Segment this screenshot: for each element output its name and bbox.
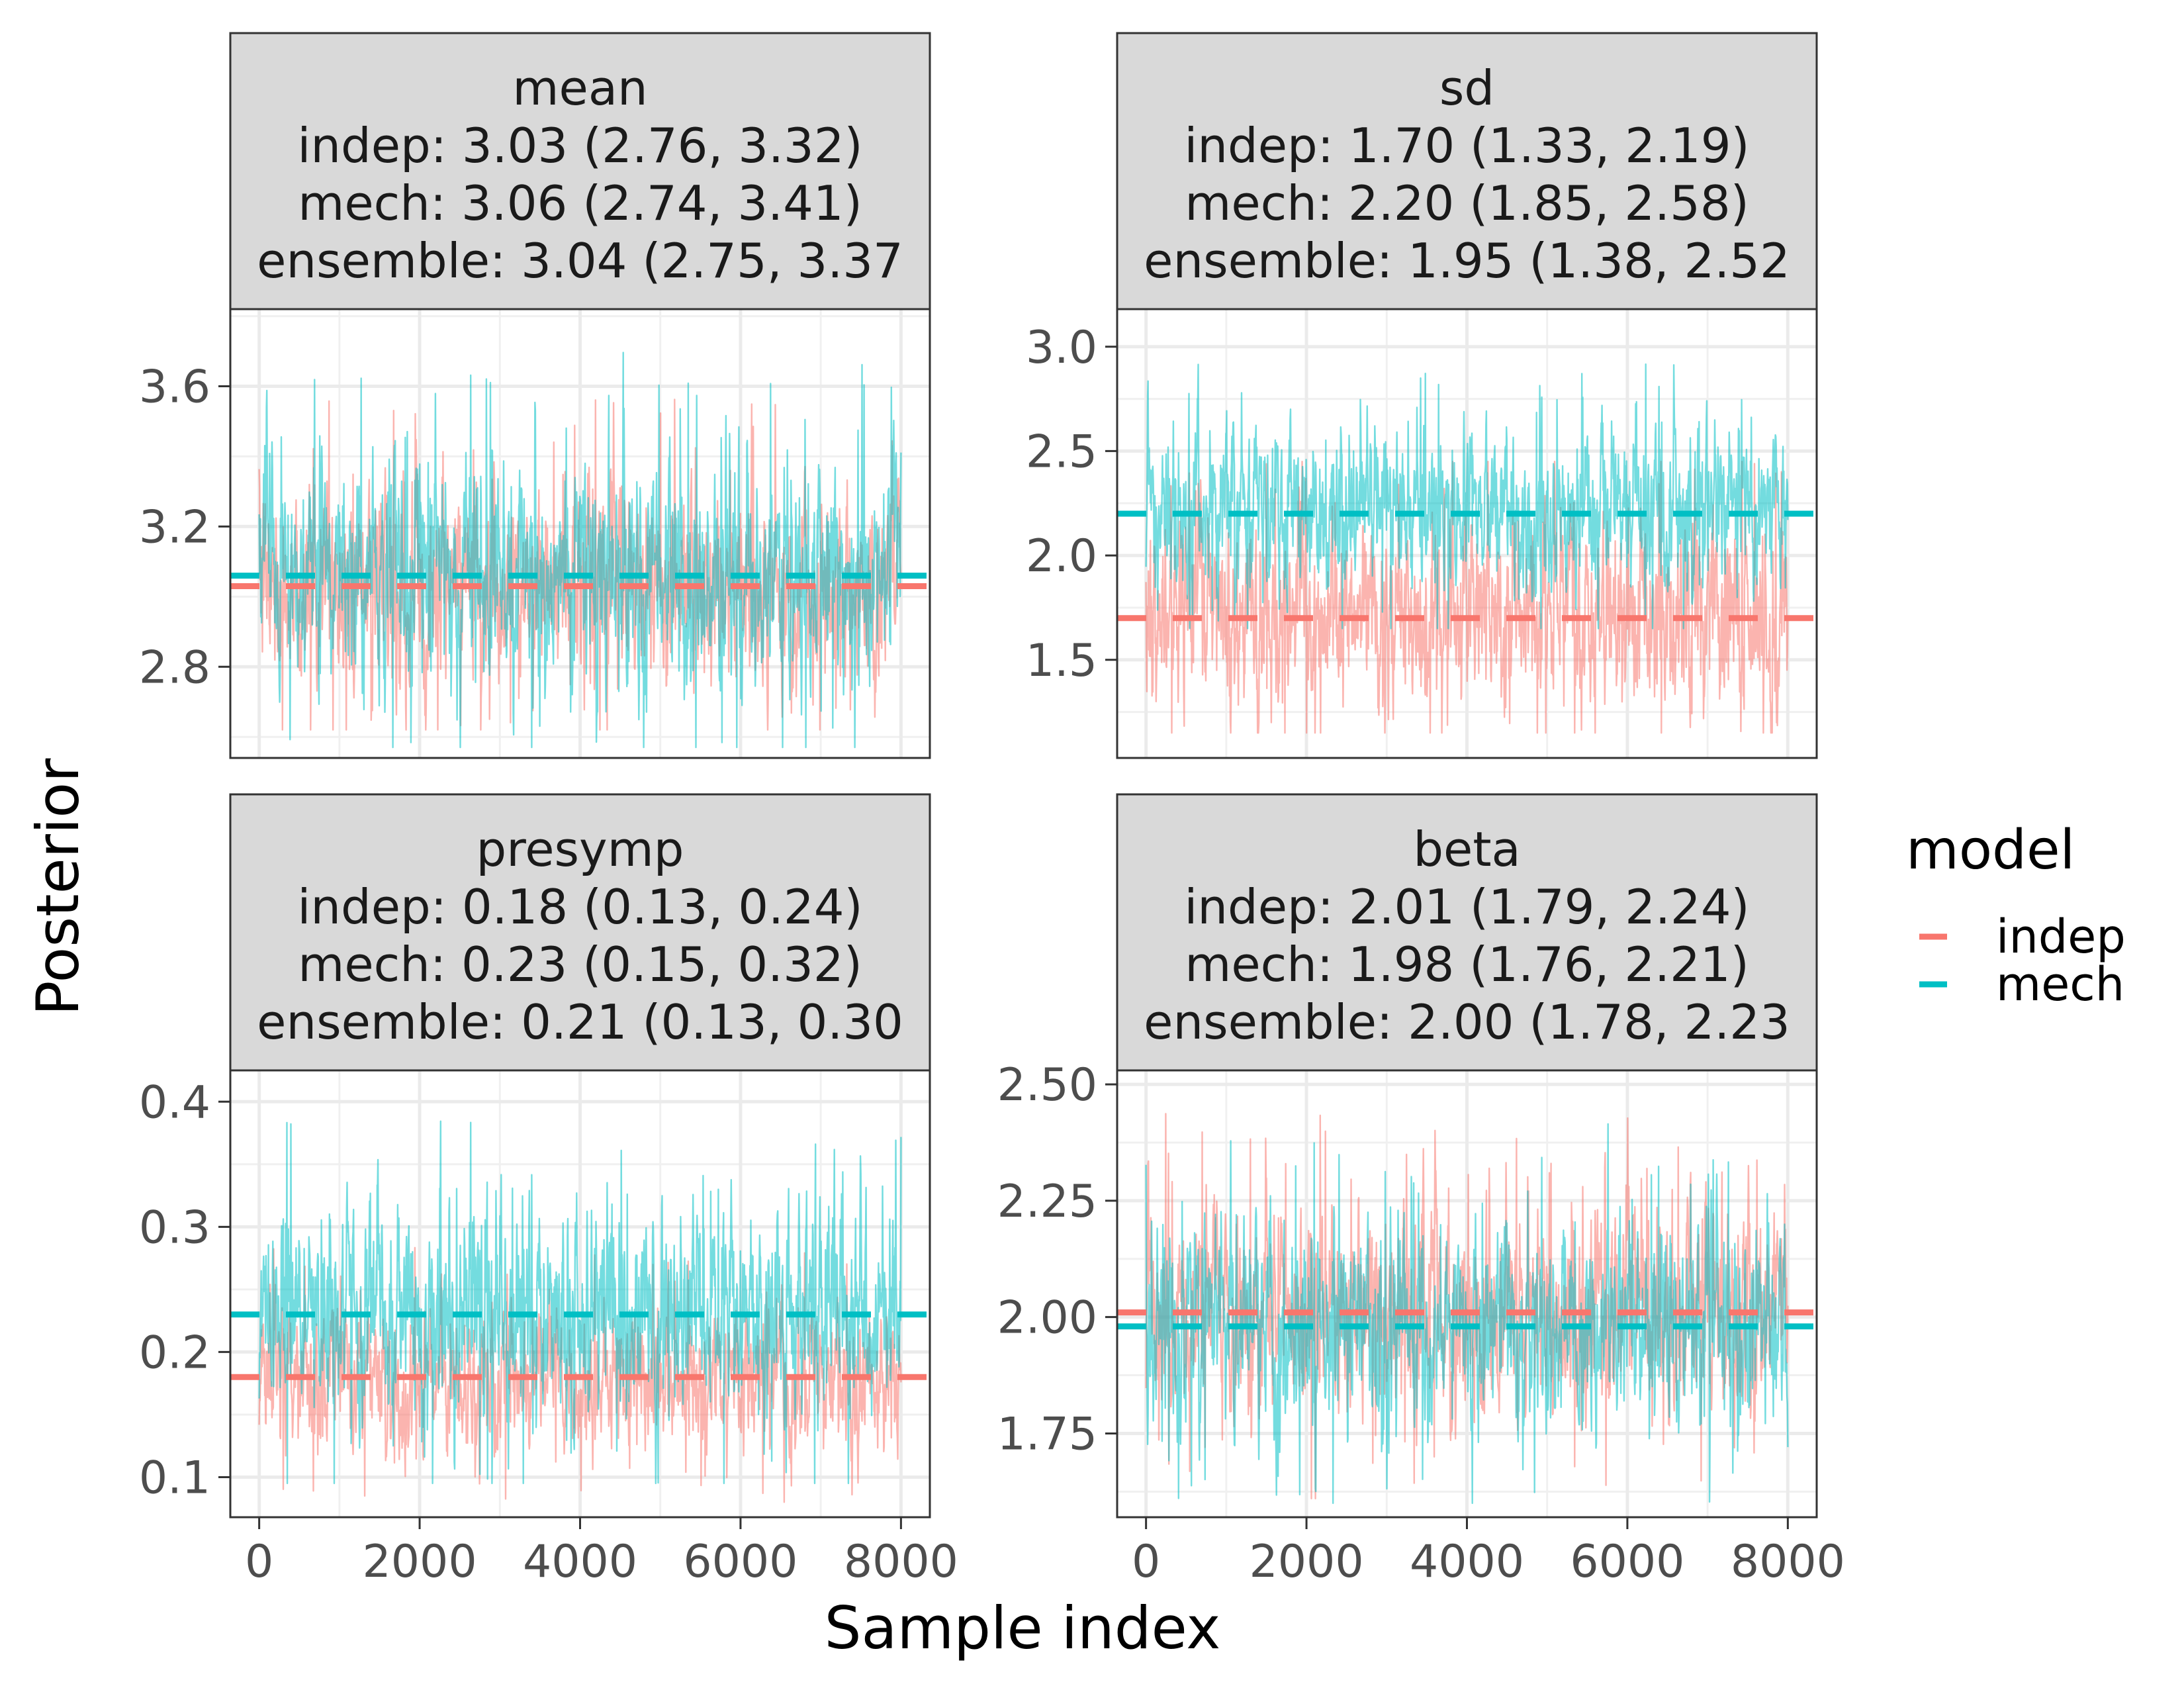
y-tick-label: 3.0: [1026, 322, 1097, 374]
y-tick-label: 0.3: [139, 1201, 210, 1254]
legend-label: mech: [1996, 957, 2124, 1011]
y-axis-title: Posterior: [24, 758, 92, 1016]
strip-summary-line: indep: 2.01 (1.79, 2.24): [1184, 879, 1749, 935]
strip-summary-line: ensemble: 0.21 (0.13, 0.30: [257, 994, 903, 1050]
legend-label: indep: [1996, 910, 2126, 964]
strip-summary-line: ensemble: 1.95 (1.38, 2.52: [1144, 233, 1790, 289]
strip-title: beta: [1413, 821, 1520, 877]
strip-summary-line: mech: 1.98 (1.76, 2.21): [1185, 937, 1749, 992]
x-tick-label: 2000: [363, 1536, 477, 1588]
strip-title: mean: [512, 60, 647, 116]
x-tick-label: 8000: [844, 1536, 958, 1588]
legend-entry-mech: mech: [1919, 957, 2124, 1011]
y-tick-label: 0.1: [139, 1452, 210, 1504]
x-tick-label: 4000: [1410, 1536, 1524, 1588]
strip-summary-line: indep: 1.70 (1.33, 2.19): [1184, 118, 1749, 173]
y-tick-label: 2.0: [1026, 530, 1097, 583]
y-axis: 0.1 0.2 0.3 0.4: [139, 1076, 230, 1504]
strip-summary-line: indep: 3.03 (2.76, 3.32): [297, 118, 862, 173]
y-axis: 2.8 3.2 3.6: [139, 361, 230, 694]
y-tick-label: 0.2: [139, 1327, 210, 1379]
trace-mech: [258, 352, 902, 749]
trace-mech: [258, 1120, 902, 1485]
y-tick-label: 1.75: [997, 1408, 1097, 1460]
y-tick-label: 1.5: [1026, 635, 1097, 687]
strip-summary-line: mech: 0.23 (0.15, 0.32): [298, 937, 862, 992]
x-tick-label: 6000: [1570, 1536, 1684, 1588]
trace-indep: [258, 1246, 902, 1503]
x-tick-label: 0: [1132, 1536, 1160, 1588]
y-tick-label: 3.2: [139, 501, 210, 553]
y-axis: 1.75 2.00 2.25 2.50: [997, 1059, 1117, 1460]
strip-title: sd: [1439, 60, 1494, 116]
y-tick-label: 3.6: [139, 361, 210, 414]
y-tick-label: 0.4: [139, 1076, 210, 1129]
x-axis-title: Sample index: [825, 1594, 1221, 1662]
trace-mech: [1145, 363, 1789, 630]
y-tick-label: 2.50: [997, 1059, 1097, 1111]
y-tick-label: 2.00: [997, 1292, 1097, 1344]
x-tick-label: 2000: [1250, 1536, 1364, 1588]
y-tick-label: 2.8: [139, 641, 210, 694]
strip-title: presymp: [477, 821, 684, 877]
legend-entry-indep: indep: [1919, 910, 2126, 964]
trace-mech: [1145, 1123, 1789, 1505]
y-tick-label: 2.25: [997, 1176, 1097, 1228]
x-axis: 0 2000 4000 6000 8000: [1132, 1517, 1845, 1588]
strip-summary-line: ensemble: 2.00 (1.78, 2.23: [1144, 994, 1790, 1050]
strip-summary-line: mech: 3.06 (2.74, 3.41): [298, 175, 862, 231]
legend-title: model: [1906, 819, 2075, 882]
y-axis: 1.5 2.0 2.5 3.0: [1026, 322, 1117, 687]
x-tick-label: 8000: [1731, 1536, 1845, 1588]
x-axis: 0 2000 4000 6000 8000: [245, 1517, 958, 1588]
x-tick-label: 6000: [683, 1536, 797, 1588]
x-tick-label: 0: [245, 1536, 273, 1588]
y-tick-label: 2.5: [1026, 426, 1097, 478]
strip-summary-line: indep: 0.18 (0.13, 0.24): [297, 879, 862, 935]
strip-summary-line: mech: 2.20 (1.85, 2.58): [1185, 175, 1749, 231]
strip-summary-line: ensemble: 3.04 (2.75, 3.37: [257, 233, 903, 289]
x-tick-label: 4000: [523, 1536, 637, 1588]
trace-indep: [1145, 461, 1789, 734]
